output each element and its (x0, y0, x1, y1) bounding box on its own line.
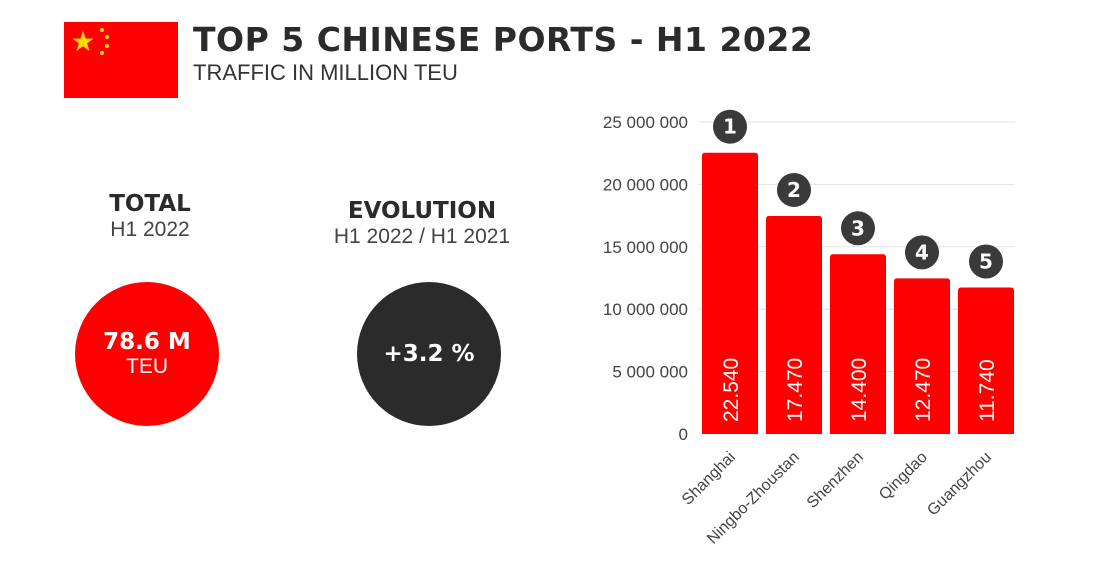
evolution-period: H1 2022 / H1 2021 (333, 225, 511, 248)
total-circle: 78.6 M TEU (75, 282, 219, 426)
bar-qingdao (894, 278, 950, 434)
total-value: 78.6 M (103, 329, 191, 355)
evolution-label: EVOLUTION (347, 198, 497, 224)
rank-badge (713, 109, 747, 144)
total-unit: TEU (126, 355, 168, 378)
y-tick-label: 10 000 000 (603, 300, 688, 319)
x-tick-label: Qingdao (876, 449, 931, 504)
y-tick-label: 15 000 000 (603, 238, 688, 257)
china-flag-icon (64, 22, 178, 98)
data-label: 11.740 (976, 359, 999, 422)
data-label: 12.470 (912, 358, 935, 422)
total-label: TOTAL (109, 191, 191, 217)
x-tick-label: Guangzhou (924, 449, 995, 520)
y-tick-label: 5 000 000 (612, 363, 688, 382)
y-tick-label: 25 000 000 (603, 113, 688, 132)
total-period: H1 2022 (110, 218, 190, 241)
rank-badge (777, 172, 811, 207)
rank-badge (841, 211, 875, 246)
page-title: TOP 5 CHINESE PORTS - H1 2022 (193, 20, 814, 59)
bar-shenzhen (830, 254, 886, 434)
bar-ningbo-zhoustan (766, 215, 822, 434)
bar-guangzhou (958, 287, 1014, 434)
rank-badge (969, 244, 1003, 279)
evolution-circle: +3.2 % (357, 282, 501, 426)
rank-badge (905, 235, 939, 270)
data-label: 14.400 (848, 358, 871, 422)
rank-number: 5 (979, 249, 993, 273)
rank-number: 3 (851, 216, 865, 240)
y-tick-label: 20 000 000 (603, 175, 688, 194)
rank-number: 4 (915, 240, 929, 264)
rank-number: 1 (723, 115, 737, 139)
y-tick-label: 0 (679, 425, 688, 444)
page-subtitle: TRAFFIC IN MILLION TEU (193, 60, 458, 85)
bar-shanghai (702, 152, 758, 434)
data-label: 17.470 (784, 358, 807, 422)
x-tick-label: Shenzhen (804, 449, 867, 512)
rank-number: 2 (787, 178, 801, 202)
data-label: 22.540 (720, 358, 743, 422)
evolution-value: +3.2 % (383, 341, 475, 367)
x-tick-label: Shanghai (679, 449, 739, 509)
